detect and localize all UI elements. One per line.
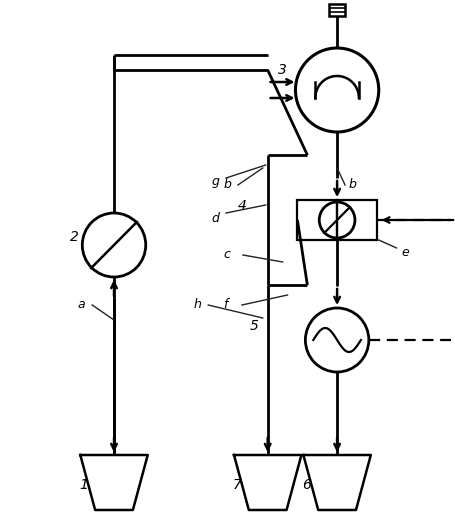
Text: e: e	[402, 245, 410, 259]
Text: a: a	[77, 298, 85, 312]
Bar	[337, 200, 377, 240]
Text: 3: 3	[278, 63, 287, 77]
Bar	[298, 200, 337, 240]
Text: 2: 2	[71, 230, 79, 244]
Text: 6: 6	[303, 478, 311, 492]
Text: d: d	[211, 211, 219, 225]
Text: h: h	[193, 298, 201, 312]
Text: g: g	[211, 176, 219, 189]
Text: b: b	[223, 178, 231, 192]
Text: 7: 7	[233, 478, 242, 492]
Text: 4: 4	[238, 199, 247, 213]
Text: c: c	[223, 249, 230, 261]
Text: 1: 1	[79, 478, 88, 492]
Text: 5: 5	[250, 319, 259, 333]
Text: b: b	[349, 178, 357, 192]
Text: f: f	[223, 298, 228, 312]
Bar	[329, 4, 345, 16]
